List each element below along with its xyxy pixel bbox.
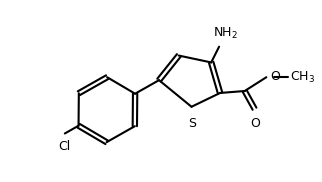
Text: CH$_3$: CH$_3$: [290, 70, 315, 85]
Text: Cl: Cl: [59, 140, 71, 153]
Text: O: O: [251, 117, 260, 130]
Text: S: S: [188, 117, 196, 130]
Text: O: O: [270, 70, 280, 83]
Text: NH$_2$: NH$_2$: [213, 26, 238, 41]
